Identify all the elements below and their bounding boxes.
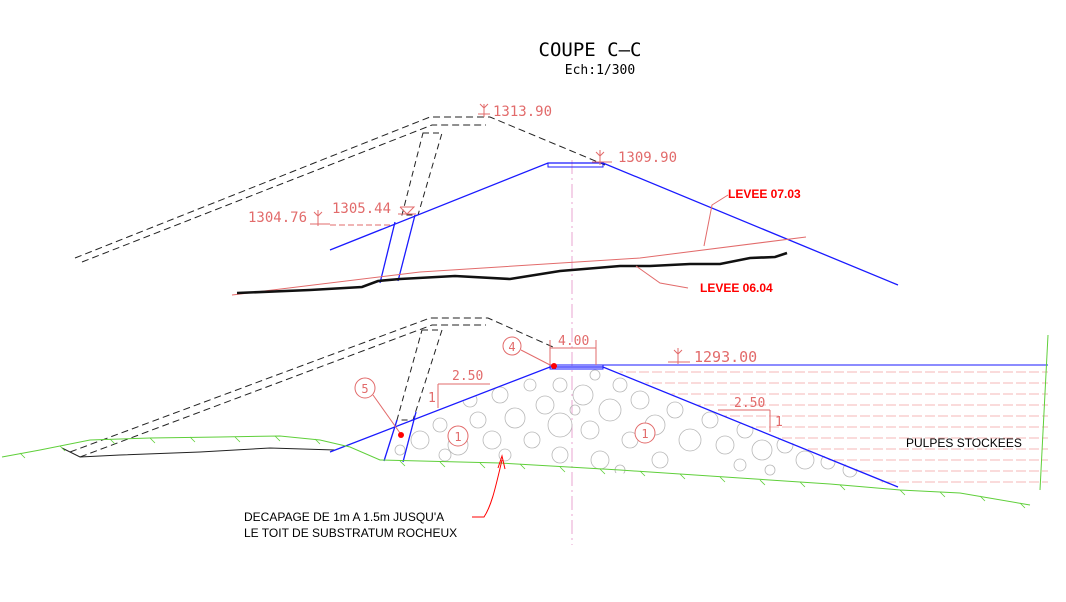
elev-label-left-a: 1304.76 (248, 210, 307, 226)
levee-0703-label: LEVEE 07.03 (728, 187, 801, 201)
levee-0604-label: LEVEE 06.04 (700, 281, 773, 295)
slope-right-vertical: 1 (775, 415, 783, 430)
elev-marker-crest (592, 150, 612, 165)
lower-drain-right (402, 411, 417, 463)
crest-width-dimension (549, 340, 597, 365)
marker-4-label: 4 (508, 340, 515, 354)
marker-4-dot (551, 363, 557, 369)
slope-left-horizontal: 2.50 (452, 369, 483, 384)
slope-indicator-right (718, 409, 771, 432)
elev-marker-left-b (398, 206, 416, 215)
scale-label: Ech:1/300 (565, 63, 635, 78)
marker-5-label: 5 (361, 382, 368, 396)
stripping-label-line1: DECAPAGE DE 1m A 1.5m JUSQU'A (244, 510, 444, 524)
levee-0703-leader (703, 194, 729, 247)
lower-dashed-outline-inner (79, 324, 486, 458)
lower-section: 4.00 1293.00 2.50 1 2.50 1 4 5 1 (1, 317, 1049, 540)
crest-width-label: 4.00 (558, 334, 589, 349)
marker-5-circle (354, 377, 376, 399)
marker-4-leader (520, 349, 553, 367)
stripping-label-line2: LE TOIT DE SUBSTRATUM ROCHEUX (244, 526, 457, 540)
ground-hatch-ticks (19, 435, 1026, 509)
lower-crest-strip (549, 364, 604, 370)
stripping-arrow (497, 454, 506, 470)
marker-5-dot (398, 432, 404, 438)
upper-dashed-outline-outer (74, 116, 606, 259)
natural-ground-line (1, 435, 1031, 506)
elev-marker-top (478, 103, 490, 117)
levee-0604-line (236, 251, 788, 295)
upper-drain-left (379, 221, 396, 284)
marker-1-left-label: 1 (454, 430, 461, 444)
upper-drain-right (397, 214, 416, 282)
slope-right-horizontal: 2.50 (734, 396, 765, 411)
right-boundary-line (1039, 334, 1049, 491)
elev-label-water: 1293.00 (694, 348, 757, 366)
stored-pulp-hatching (603, 371, 1048, 483)
marker-4-circle (502, 336, 522, 356)
lower-existing-ground (61, 447, 336, 458)
rockfill-pattern (394, 369, 858, 478)
elev-label-crest: 1309.90 (618, 150, 677, 166)
elev-marker-water (668, 348, 690, 364)
marker-1-right-label: 1 (641, 427, 648, 441)
lower-dashed-outline-outer (69, 317, 554, 453)
upper-dashed-outline-inner (81, 124, 486, 263)
upper-dashed-drain (401, 132, 443, 216)
marker-5-leader (372, 394, 401, 434)
lower-drain-left (383, 419, 398, 462)
levee-0703-line (231, 236, 807, 296)
elev-marker-left-a (310, 210, 392, 226)
elev-label-left-b: 1305.44 (332, 201, 391, 217)
lower-dam-profile (329, 366, 899, 488)
stripping-leader (472, 459, 503, 518)
elev-label-top: 1313.90 (493, 104, 552, 120)
section-title: COUPE C–C (539, 39, 642, 61)
slope-indicator-left (437, 383, 490, 408)
upper-section: 1313.90 1309.90 1304.76 1305.44 LEVEE 07… (74, 103, 899, 296)
marker-1-right-circle (634, 422, 656, 444)
upper-crest-strip (547, 162, 604, 168)
lower-dashed-drain (396, 329, 443, 421)
stored-pulp-label: PULPES STOCKEES (906, 436, 1022, 450)
slope-left-vertical: 1 (428, 391, 436, 406)
marker-1-left-circle (447, 425, 469, 447)
levee-0604-leader (635, 265, 689, 289)
